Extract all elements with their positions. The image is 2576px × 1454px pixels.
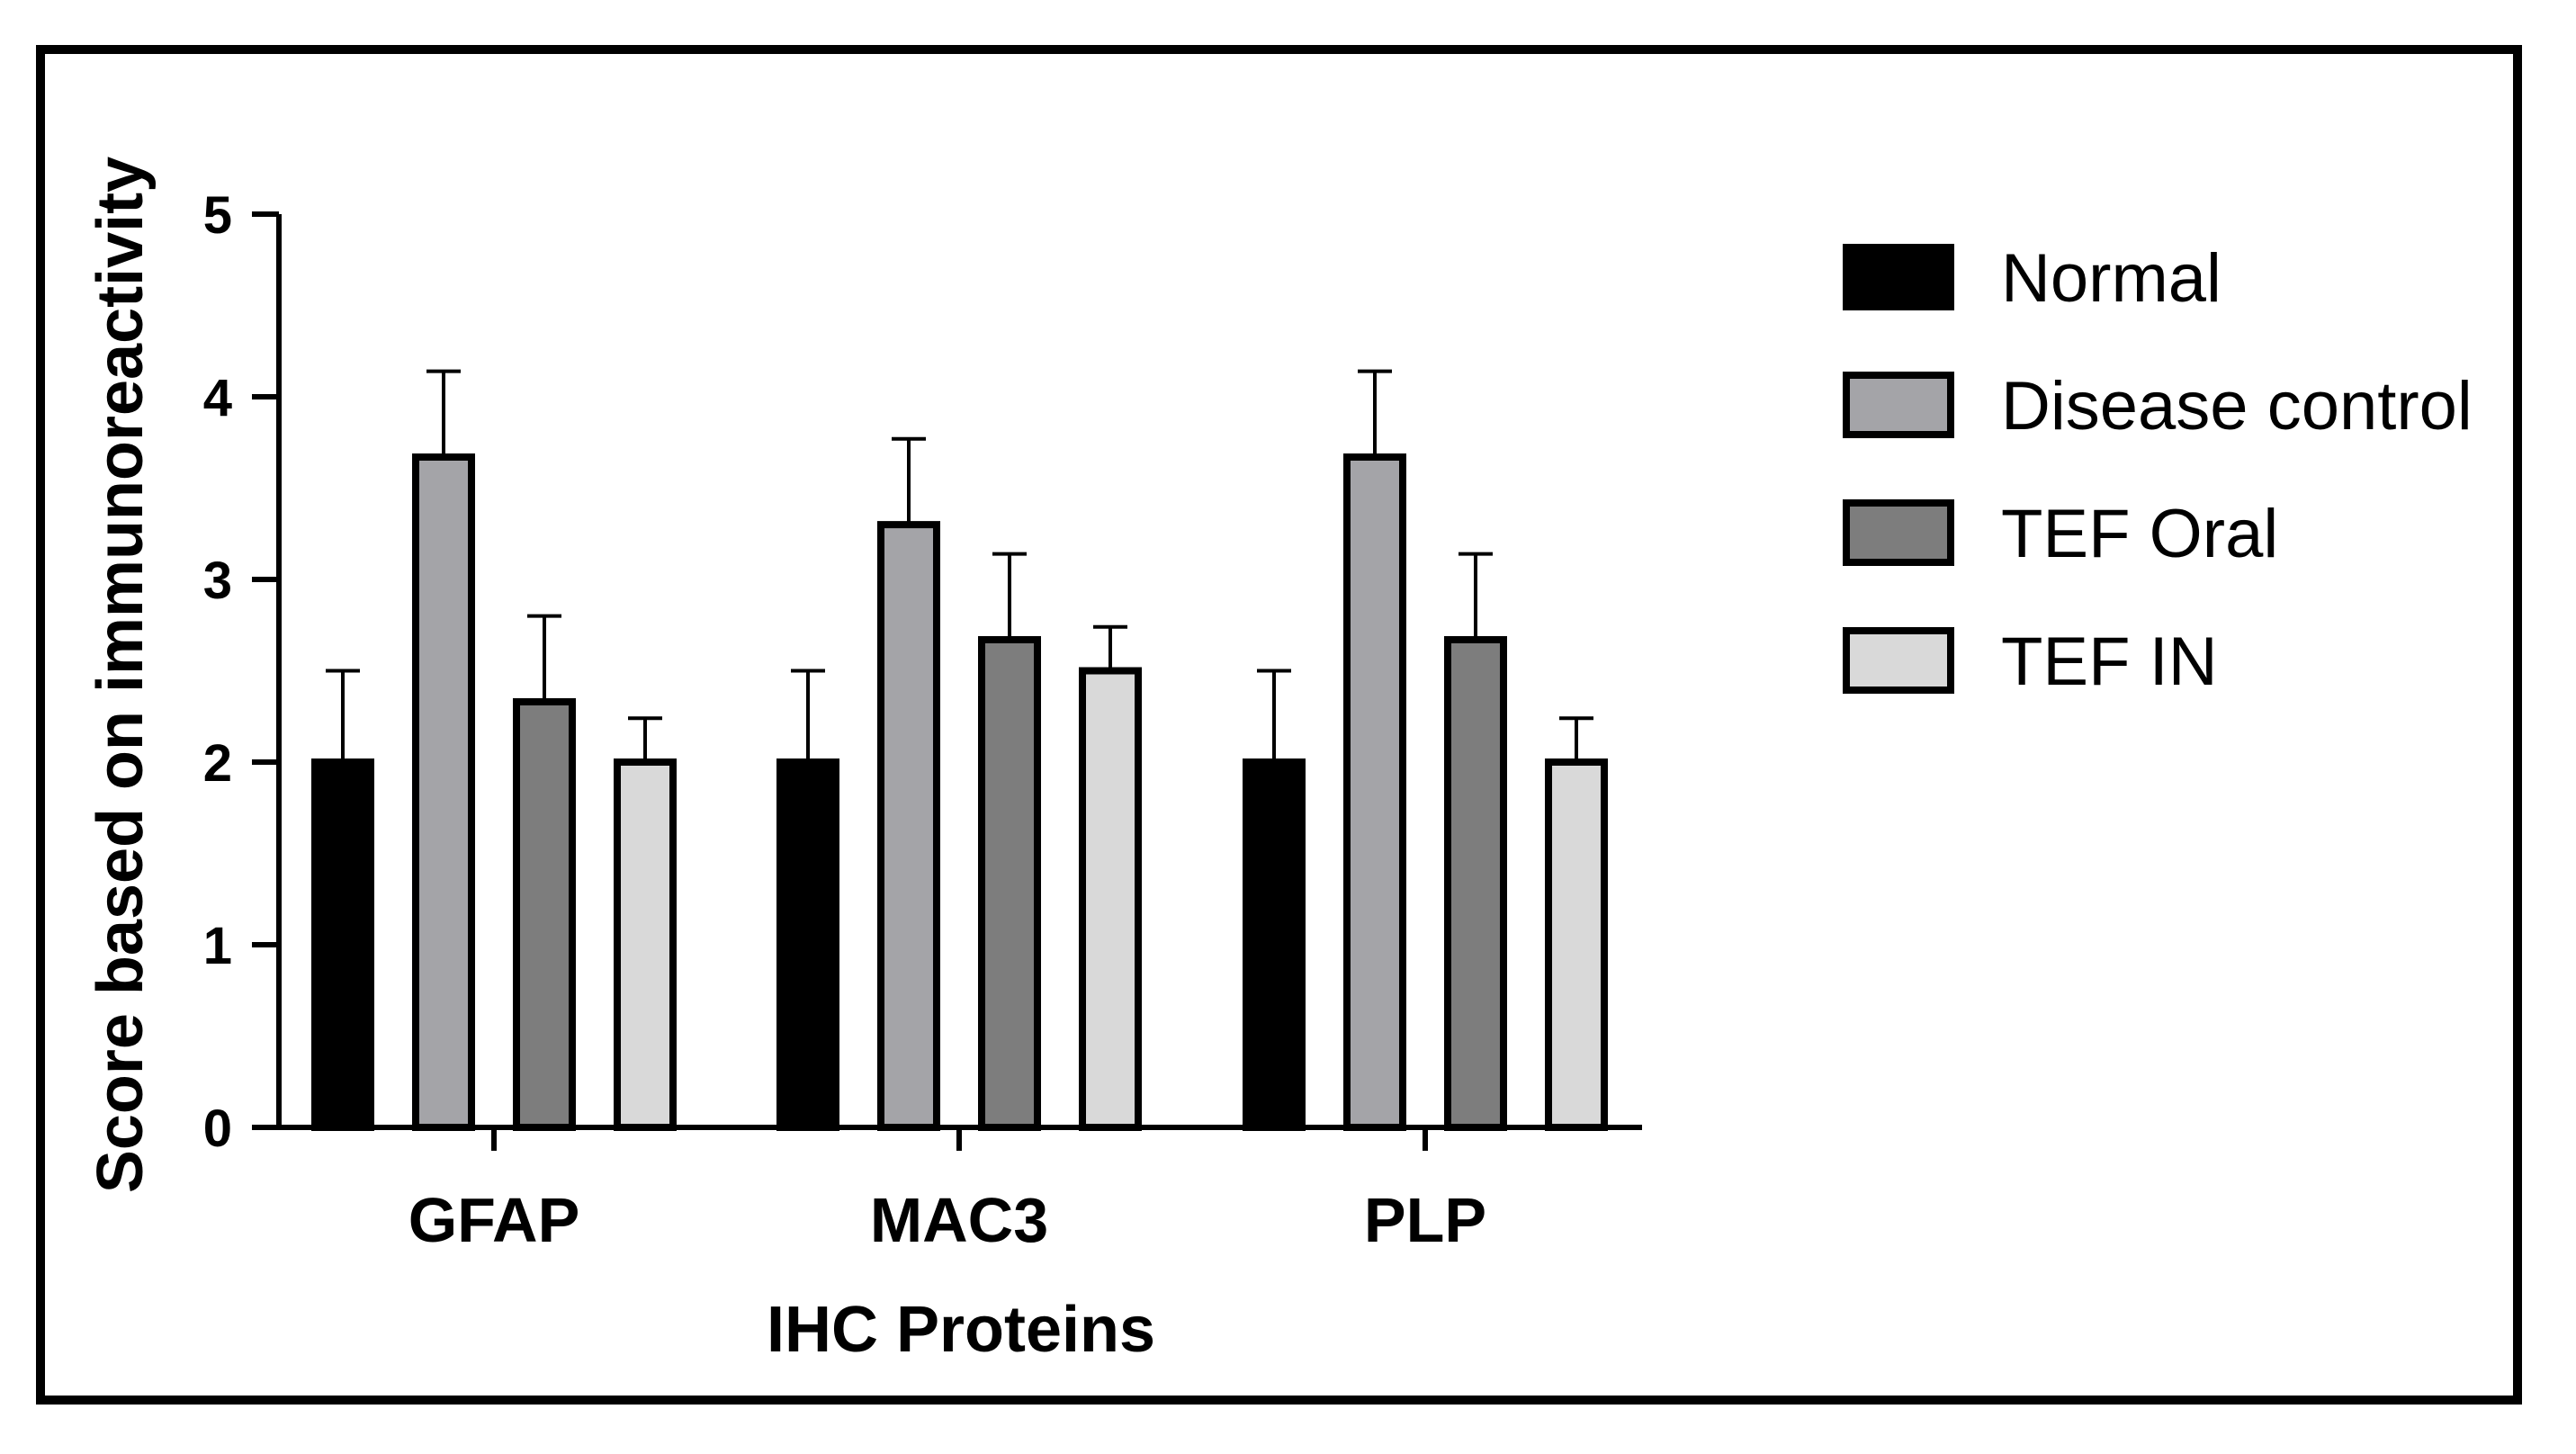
y-tick-label: 3 [203, 552, 232, 610]
bar-gfap-normal [311, 758, 374, 1131]
bar-mac3-tef-oral [978, 635, 1041, 1131]
legend-label: Disease control [2001, 368, 2473, 444]
bar-gfap-tef-oral [513, 698, 576, 1131]
bar-gfap-disease-control [412, 453, 475, 1131]
legend-label: TEF Oral [2001, 496, 2278, 572]
x-axis-title: IHC Proteins [767, 1294, 1155, 1366]
x-category-label: GFAP [408, 1185, 580, 1255]
x-category-label: PLP [1364, 1185, 1486, 1255]
legend-label: TEF IN [2001, 624, 2218, 700]
legend-swatch [1843, 244, 1954, 310]
legend-swatch [1843, 499, 1954, 566]
bar-mac3-tef-in [1079, 667, 1142, 1131]
legend-label: Normal [2001, 240, 2221, 317]
x-category-labels: GFAP MAC3 PLP [408, 1127, 1486, 1255]
y-tick-label: 0 [203, 1099, 232, 1158]
legend-swatch [1843, 627, 1954, 694]
y-tick-label: 1 [203, 917, 232, 975]
y-tick-label: 2 [203, 734, 232, 793]
bar-mac3-normal [776, 758, 839, 1131]
bars-layer [311, 369, 1608, 1131]
bar-plp-tef-in [1545, 758, 1608, 1131]
bar-plp-tef-oral [1444, 635, 1507, 1131]
bar-plp-normal [1243, 758, 1306, 1131]
y-ticks: 0 1 2 3 4 5 [203, 186, 279, 1158]
legend: Normal Disease control TEF Oral TEF IN [1843, 240, 2473, 700]
y-tick-label: 5 [203, 186, 232, 245]
x-category-label: MAC3 [870, 1185, 1048, 1255]
bar-gfap-tef-in [614, 758, 677, 1131]
bar-plp-disease-control [1343, 453, 1406, 1131]
legend-swatch [1843, 372, 1954, 438]
bar-mac3-disease-control [877, 521, 940, 1131]
axes-layer [276, 214, 1642, 1130]
y-tick-label: 4 [203, 369, 232, 427]
y-axis-title: Score based on immunoreactivity [85, 157, 157, 1193]
